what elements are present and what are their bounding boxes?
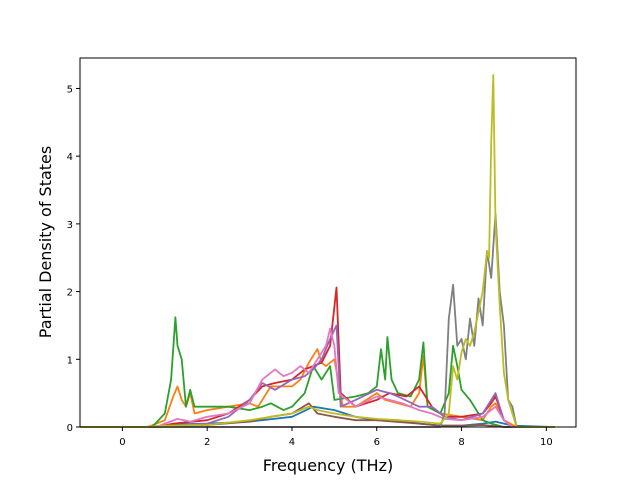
x-tick-label: 2	[204, 437, 210, 448]
y-tick-label: 5	[67, 84, 73, 95]
series-line-9	[80, 74, 555, 428]
x-axis-label: Frequency (THz)	[263, 456, 393, 475]
plot-frame	[79, 57, 577, 428]
y-tick-label: 0	[67, 423, 73, 434]
y-tick-label: 1	[67, 355, 73, 366]
series-layer	[80, 74, 555, 428]
y-tick-label: 2	[67, 288, 73, 299]
x-tick-label: 6	[374, 437, 380, 448]
tick-layer: 0 2 4 6 8 10 0 1 2 3 4 5	[67, 84, 553, 448]
x-tick-label: 4	[289, 437, 295, 448]
x-tick-label: 8	[458, 437, 464, 448]
x-tick-label: 10	[540, 437, 553, 448]
x-tick-label: 0	[119, 437, 125, 448]
series-line-7	[80, 327, 555, 428]
y-tick-label: 3	[67, 220, 73, 231]
y-axis-label: Partial Density of States	[36, 146, 55, 338]
y-tick-label: 4	[67, 152, 73, 163]
